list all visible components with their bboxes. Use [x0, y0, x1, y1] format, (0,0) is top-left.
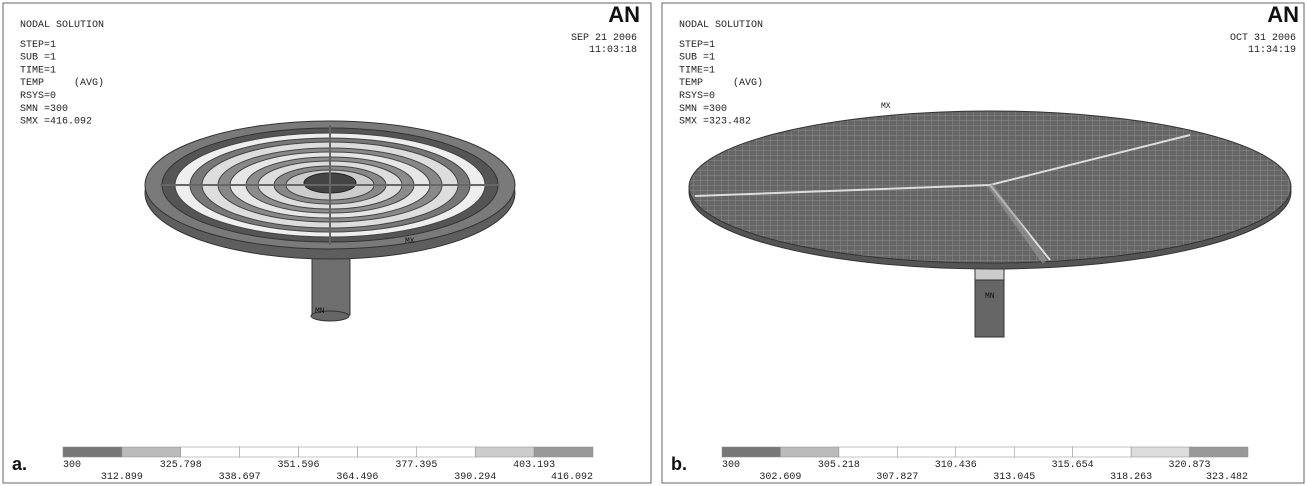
legend-label: 416.092 — [551, 472, 593, 483]
legend-label: 320.873 — [1169, 460, 1211, 471]
header-line: SUB =1 — [20, 53, 56, 64]
header-line: STEP=1 — [20, 40, 56, 51]
legend-label: 377.395 — [395, 460, 437, 471]
legend-swatch — [62, 446, 123, 458]
date: SEP 21 2006 — [571, 33, 637, 44]
time: 11:34:19 — [1248, 45, 1296, 56]
legend-label: 318.263 — [1110, 472, 1152, 483]
legend-swatch — [239, 446, 299, 458]
panel-label: b. — [671, 454, 687, 474]
legend-label: 313.045 — [993, 472, 1035, 483]
marker: MN — [315, 307, 325, 316]
logo: AN — [1267, 2, 1299, 27]
header-line: TIME=1 — [679, 65, 715, 76]
legend-swatch — [357, 446, 417, 458]
header-line: SMX =323.482 — [679, 117, 751, 128]
header-line: SUB =1 — [679, 53, 715, 64]
legend-label: 310.436 — [935, 460, 977, 471]
marker: MX — [881, 102, 891, 111]
header-line: SMN =300 — [679, 104, 727, 115]
legend-swatch — [897, 446, 957, 458]
legend-swatch — [780, 446, 840, 458]
legend-label: 305.218 — [818, 460, 860, 471]
legend-label: 338.697 — [219, 472, 261, 483]
legend-swatch — [721, 446, 781, 458]
legend-label: 312.899 — [101, 472, 143, 483]
marker: MX — [405, 237, 415, 246]
header-line: SMX =416.092 — [20, 117, 92, 128]
panel-label: a. — [12, 454, 27, 474]
legend-label: 302.609 — [759, 472, 801, 483]
legend-label: 364.496 — [336, 472, 378, 483]
logo: AN — [608, 2, 640, 27]
legend-swatch — [955, 446, 1015, 458]
date: OCT 31 2006 — [1230, 33, 1296, 44]
header-line: STEP=1 — [679, 40, 715, 51]
legend-label: 307.827 — [876, 472, 918, 483]
header-line: NODAL SOLUTION — [20, 20, 104, 31]
legend-swatch — [474, 446, 535, 458]
legend-label: 325.798 — [160, 460, 202, 471]
time: 11:03:18 — [589, 45, 637, 56]
header-line: SMN =300 — [20, 104, 68, 115]
legend-label: 403.193 — [513, 460, 555, 471]
model-a — [144, 120, 516, 322]
legend-swatch — [180, 446, 240, 458]
legend-swatch — [533, 446, 594, 458]
legend-label: 323.482 — [1206, 472, 1248, 483]
legend-swatch — [1072, 446, 1132, 458]
legend-swatch — [1130, 446, 1190, 458]
legend-label: 351.596 — [278, 460, 320, 471]
legend-swatch — [1013, 446, 1073, 458]
legend-swatch — [838, 446, 898, 458]
header-line: TEMP (AVG) — [679, 77, 763, 89]
header-line: RSYS=0 — [679, 91, 715, 102]
legend-swatch — [298, 446, 358, 458]
marker: MN — [985, 292, 995, 301]
legend-label: 300 — [722, 460, 740, 471]
legend-label: 390.294 — [454, 472, 496, 483]
legend-label: 300 — [63, 460, 81, 471]
header-line: NODAL SOLUTION — [679, 20, 763, 31]
model-b — [688, 110, 1292, 338]
header-line: TEMP (AVG) — [20, 77, 104, 89]
header-line: RSYS=0 — [20, 91, 56, 102]
legend-swatch — [121, 446, 182, 458]
legend-label: 315.654 — [1052, 460, 1094, 471]
legend-swatch — [1189, 446, 1249, 458]
legend-swatch — [416, 446, 476, 458]
header-line: TIME=1 — [20, 65, 56, 76]
